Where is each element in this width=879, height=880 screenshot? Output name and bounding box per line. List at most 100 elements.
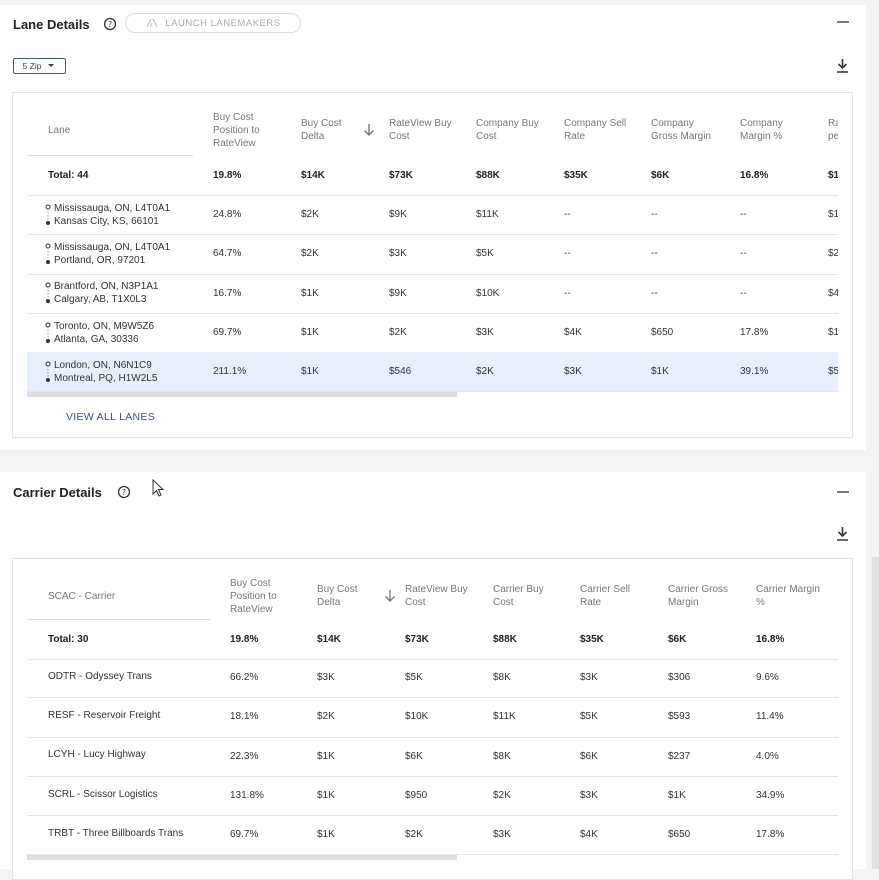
table-cell: -- — [651, 287, 658, 299]
table-cell: $4 — [828, 287, 838, 299]
download-icon[interactable] — [835, 526, 850, 542]
horizontal-scrollbar[interactable] — [27, 855, 457, 860]
table-cell: 18.1% — [230, 711, 259, 723]
table-cell: -- — [651, 209, 658, 221]
table-cell: $3K — [580, 790, 598, 802]
origin: Mississauga, ON, L4T0A1 — [54, 202, 171, 214]
table-cell: $3K — [476, 327, 494, 339]
collapse-icon[interactable] — [836, 487, 850, 497]
table-cell: $4K — [564, 327, 582, 339]
page-scrollbar[interactable] — [872, 557, 879, 869]
table-cell: $10K — [476, 287, 500, 299]
total-cell: $73K — [389, 169, 413, 181]
table-cell: -- — [651, 248, 658, 260]
table-cell: -- — [740, 287, 747, 299]
total-row: Total: 44 19.8% $14K $73K $88K $35K $6K 16.8% $1 — [27, 155, 838, 196]
table-cell: $8K — [493, 672, 511, 684]
table-cell: $593 — [668, 711, 691, 723]
origin: Mississauga, ON, L4T0A1 — [54, 241, 171, 253]
header-label: RateView Buy Cost — [389, 118, 452, 142]
destination: Kansas City, KS, 66101 — [54, 215, 159, 227]
table-cell: $306 — [668, 672, 691, 684]
logo-icon — [146, 18, 158, 28]
table-cell: 11.4% — [756, 711, 784, 723]
horizontal-scrollbar[interactable] — [27, 392, 457, 397]
table-cell: $2K — [301, 248, 319, 260]
svg-text:?: ? — [122, 488, 126, 497]
mouse-cursor — [152, 479, 165, 497]
button-label: LAUNCH LANEMAKERS — [165, 17, 281, 29]
column-header: RateView Buy Cost — [389, 105, 464, 155]
route-icon — [45, 361, 51, 382]
table-cell: LCYH - Lucy Highway — [48, 749, 146, 761]
lane-text: Brantford, ON, N3P1A1 Calgary, AB, T1X0L3 — [54, 280, 159, 306]
table-cell: $1K — [317, 829, 335, 841]
sort-icon[interactable] — [362, 123, 376, 137]
lane-text: Mississauga, ON, L4T0A1 Portland, OR, 972… — [54, 241, 170, 267]
collapse-icon[interactable] — [836, 17, 850, 27]
total-cell: $14K — [317, 633, 341, 645]
header-label: Carrier Sell Rate — [580, 584, 631, 608]
table-row: London, ON, N6N1C9 Montreal, PQ, H1W2L5 21… — [27, 352, 838, 393]
table-cell: $1, — [828, 209, 838, 221]
total-cell: 16.8% — [740, 169, 769, 181]
header-label: SCAC - Carrier — [48, 590, 116, 602]
table-body: Lane Buy Cost Position to RateView Buy Cos… — [27, 93, 838, 437]
table-cell: $5 — [828, 366, 838, 378]
header-label: Buy Cost Delta — [301, 118, 342, 142]
column-header: Buy Cost Position to RateView — [213, 105, 288, 155]
view-all-link[interactable]: VIEW ALL LANES — [66, 411, 156, 423]
total-cell: $35K — [564, 169, 588, 181]
table-cell: -- — [740, 248, 747, 260]
section-title: Carrier Details — [13, 485, 102, 500]
help-icon[interactable]: ? — [103, 17, 117, 31]
table-cell: $10K — [405, 711, 429, 723]
table-cell: ODTR - Odyssey Trans — [48, 670, 152, 682]
table-cell: $1K — [317, 790, 335, 802]
download-icon[interactable] — [835, 58, 850, 74]
table-cell: $1K — [651, 366, 669, 378]
table-cell: $2 — [828, 248, 838, 260]
launch-button[interactable]: LAUNCH LANEMAKERS — [125, 13, 301, 33]
table-cell: $9K — [389, 209, 407, 221]
table-row: RESF - Reservoir Freight 18.1% $2K $10K $11K… — [27, 697, 838, 738]
table-cell: 39.1% — [740, 366, 769, 378]
table-cell: 9.6% — [756, 672, 779, 684]
table-cell: -- — [564, 287, 571, 299]
total-cell: 16.8% — [756, 633, 785, 645]
header-row: SCAC - Carrier Buy Cost Position to RateV… — [27, 573, 838, 619]
table-cell: $237 — [668, 750, 691, 762]
table-row: LCYH - Lucy Highway 22.3% $1K $6K $8K $6K $237… — [27, 737, 838, 777]
table-cell: 17.8% — [740, 327, 769, 339]
table-cell: $8K — [493, 750, 511, 762]
lane-cell: Brantford, ON, N3P1A1 Calgary, AB, T1X0L3 — [45, 274, 205, 313]
help-icon[interactable]: ? — [117, 485, 131, 499]
table-row: ODTR - Odyssey Trans 66.2% $3K $5K $8K $3K $30… — [27, 658, 838, 699]
column-header: Company Margin % — [740, 105, 815, 155]
column-header: Carrier Gross Margin — [668, 573, 748, 619]
table-row: TRBT - Three Billboards Trans 69.7% $1K $2K… — [27, 815, 838, 856]
table-row: Mississauga, ON, L4T0A1 Portland, OR, 972… — [27, 234, 838, 275]
table-cell: $5K — [580, 711, 598, 723]
column-header: SCAC - Carrier — [48, 573, 188, 619]
column-header: RateView Buy per Mile — [828, 105, 838, 155]
table-cell: $1K — [668, 790, 686, 802]
carrier-panel: Carrier Details ? SCAC - Carrier Buy Cost… — [0, 472, 866, 880]
total-cell: Total: 44 — [48, 169, 89, 181]
table-cell: $5K — [476, 248, 494, 260]
table-cell: $6K — [405, 750, 423, 762]
total-cell: $88K — [476, 169, 500, 181]
destination: Portland, OR, 97201 — [54, 254, 146, 266]
table-row: Mississauga, ON, L4T0A1 Kansas City, KS, … — [27, 195, 838, 236]
origin: London, ON, N6N1C9 — [54, 359, 152, 371]
table-cell: 69.7% — [213, 327, 242, 339]
column-header: Lane — [48, 105, 188, 155]
column-header: RateView Buy Cost — [405, 573, 485, 619]
table-cell: $546 — [389, 366, 412, 378]
table-cell: 24.8% — [213, 209, 242, 221]
sort-icon[interactable] — [383, 589, 397, 603]
destination: Atlanta, GA, 30336 — [54, 333, 139, 345]
zip-dropdown[interactable]: 5 Zip — [13, 58, 66, 74]
column-header: Buy Cost Delta — [317, 573, 397, 619]
table-cell: $2K — [301, 209, 319, 221]
